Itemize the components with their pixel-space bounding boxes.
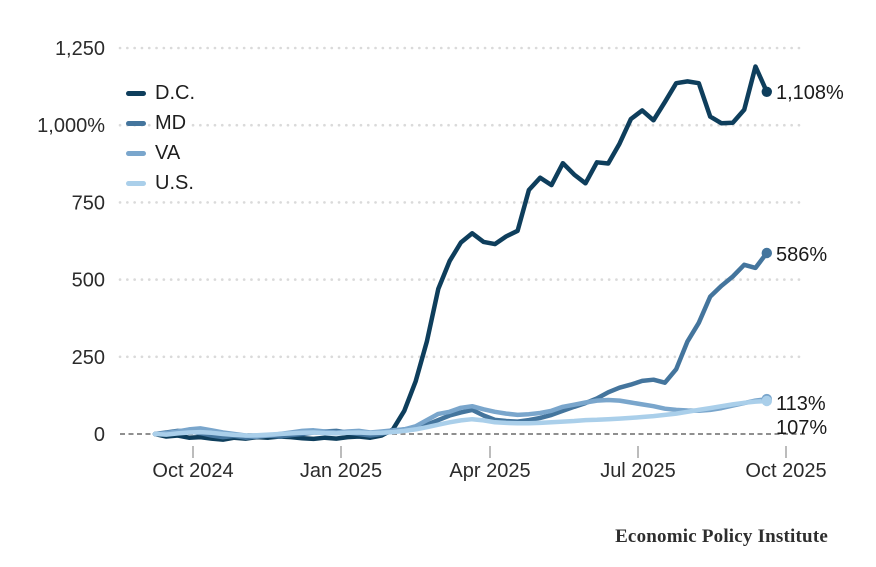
legend-swatch-md	[126, 120, 146, 126]
x-tick-label-3: Jul 2025	[600, 460, 676, 482]
series-endpoint-md	[761, 247, 772, 259]
legend-swatch-dc	[126, 90, 146, 96]
end-label-us: 107%	[776, 417, 827, 439]
series-line-us	[152, 398, 770, 438]
y-tick-label-750: 750	[72, 192, 105, 214]
legend-item-va: VA	[126, 138, 197, 168]
legend-label-us: U.S.	[153, 172, 196, 194]
y-tick-label-1000: 1,000%	[37, 115, 105, 137]
x-tick-label-0: Oct 2024	[152, 460, 233, 482]
legend-item-us: U.S.	[126, 168, 197, 198]
legend-swatch-va	[126, 150, 146, 156]
legend-item-md: MD	[126, 108, 197, 138]
legend-item-dc: D.C.	[126, 78, 197, 108]
end-label-va: 113%	[776, 393, 826, 415]
series-endpoint-us	[761, 395, 772, 407]
legend-label-dc: D.C.	[153, 82, 197, 104]
x-tick-label-2: Apr 2025	[449, 460, 530, 482]
y-tick-label-0: 0	[94, 424, 105, 446]
legend-swatch-us	[126, 180, 146, 186]
end-label-dc: 1,108%	[776, 82, 844, 104]
y-tick-label-500: 500	[72, 270, 105, 292]
chart-legend: D.C. MD VA U.S.	[126, 78, 197, 198]
legend-label-va: VA	[153, 142, 183, 164]
y-tick-label-250: 250	[72, 347, 105, 369]
series-line-va	[152, 396, 770, 439]
source-attribution: Economic Policy Institute	[615, 526, 828, 547]
series-endpoint-dc	[761, 86, 772, 98]
end-label-md: 586%	[776, 244, 827, 266]
legend-label-md: MD	[153, 112, 189, 134]
y-tick-label-1250: 1,250	[55, 38, 105, 60]
x-tick-label-4: Oct 2025	[745, 460, 826, 482]
series-line-dc	[152, 64, 770, 442]
x-tick-label-1: Jan 2025	[300, 460, 382, 482]
